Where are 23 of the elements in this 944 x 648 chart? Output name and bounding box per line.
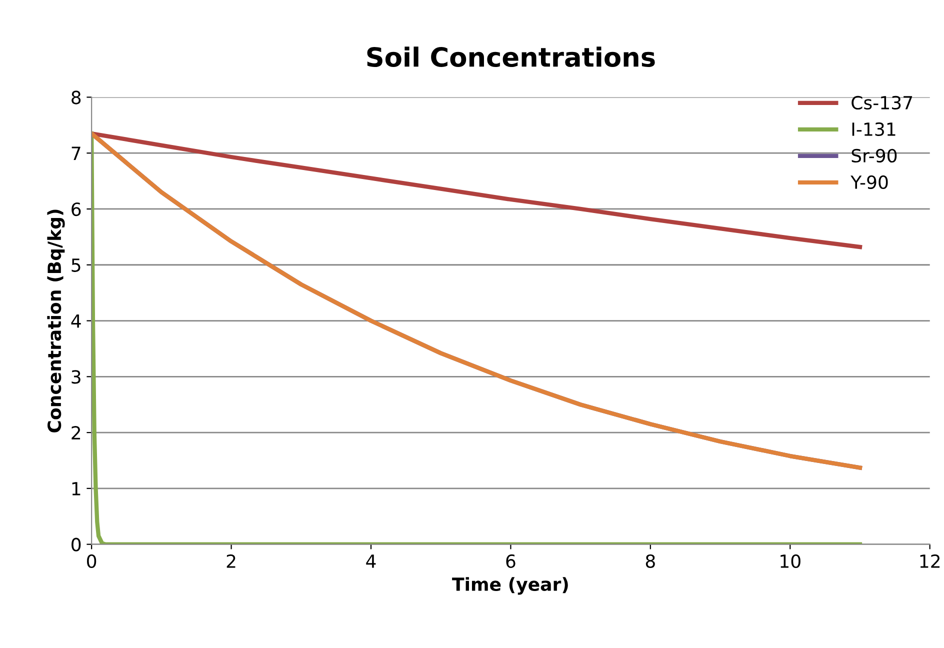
x-tick-label: 0 [87, 554, 96, 568]
y-tick-label: 3 [72, 370, 80, 384]
y-tick-label: 0 [72, 538, 81, 552]
x-tick-label: 8 [646, 554, 655, 568]
y-tick-label: 4 [71, 314, 81, 328]
legend-label: I-131 [852, 122, 896, 136]
x-tick-label: 6 [506, 554, 516, 568]
x-tick-label: 2 [226, 554, 236, 568]
y-tick-label: 2 [72, 426, 80, 440]
y-axis-title: Concentration (Bq/kg) [47, 210, 65, 432]
chart-title: Soil Concentrations [367, 46, 655, 68]
y-tick-label: 1 [72, 482, 80, 496]
y-tick-label: 6 [72, 202, 81, 216]
y-tick-label: 7 [72, 146, 80, 160]
y-tick-label: 8 [72, 90, 81, 104]
y-tick-label: 5 [72, 258, 80, 272]
x-tick-label: 10 [780, 554, 800, 568]
x-axis-title: Time (year) [452, 577, 568, 595]
legend-label: Cs-137 [852, 96, 912, 110]
legend-label: Y-90 [850, 175, 888, 190]
x-tick-label: 12 [920, 554, 940, 568]
x-tick-label: 4 [366, 554, 376, 568]
legend-label: Sr-90 [852, 148, 897, 163]
